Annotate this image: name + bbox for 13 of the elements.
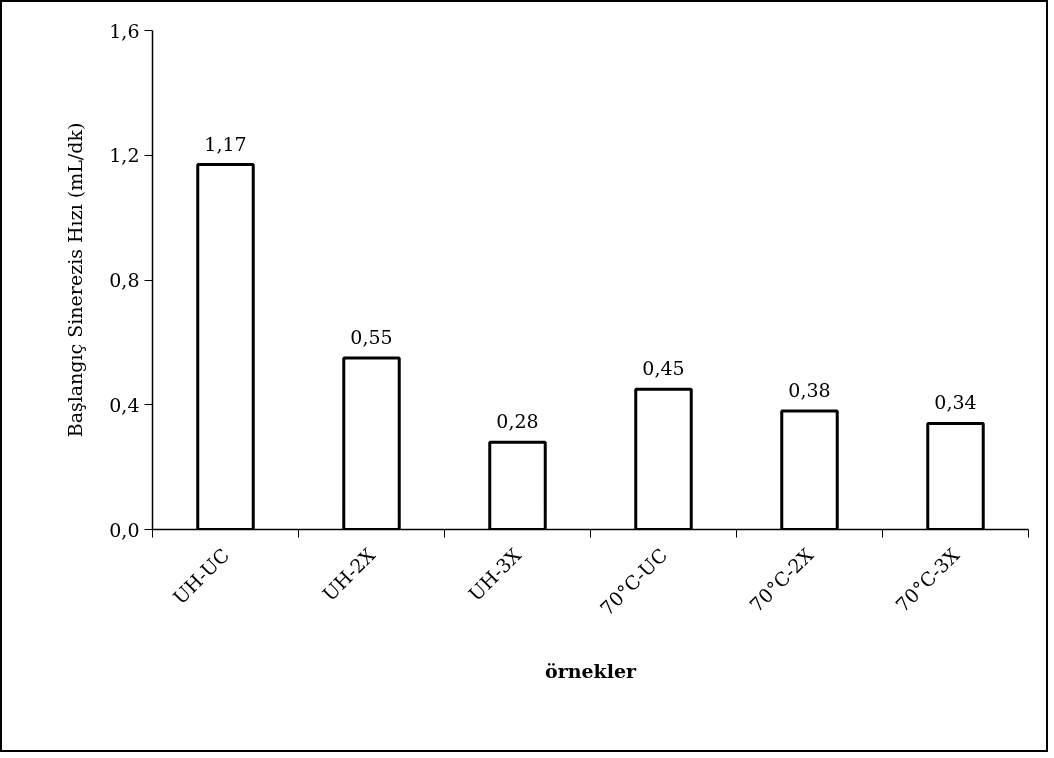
- y-tick-label: 1,6: [109, 19, 140, 42]
- y-axis-title: Başlangıç Sinerezis Hızı (mL/dk): [64, 122, 87, 438]
- data-label: 0,45: [642, 357, 685, 380]
- data-label: 1,17: [204, 132, 247, 155]
- y-tick-label: 0,8: [109, 269, 140, 291]
- data-label: 0,28: [496, 410, 539, 433]
- y-tick-label: 0,0: [109, 518, 140, 541]
- data-label: 0,55: [350, 325, 393, 348]
- y-tick-label: 0,4: [109, 393, 140, 416]
- data-label: 0,34: [934, 391, 977, 414]
- x-axis-title: örnekler: [544, 660, 638, 683]
- data-label: 0,38: [788, 378, 831, 401]
- y-tick-label: 1,2: [109, 144, 140, 167]
